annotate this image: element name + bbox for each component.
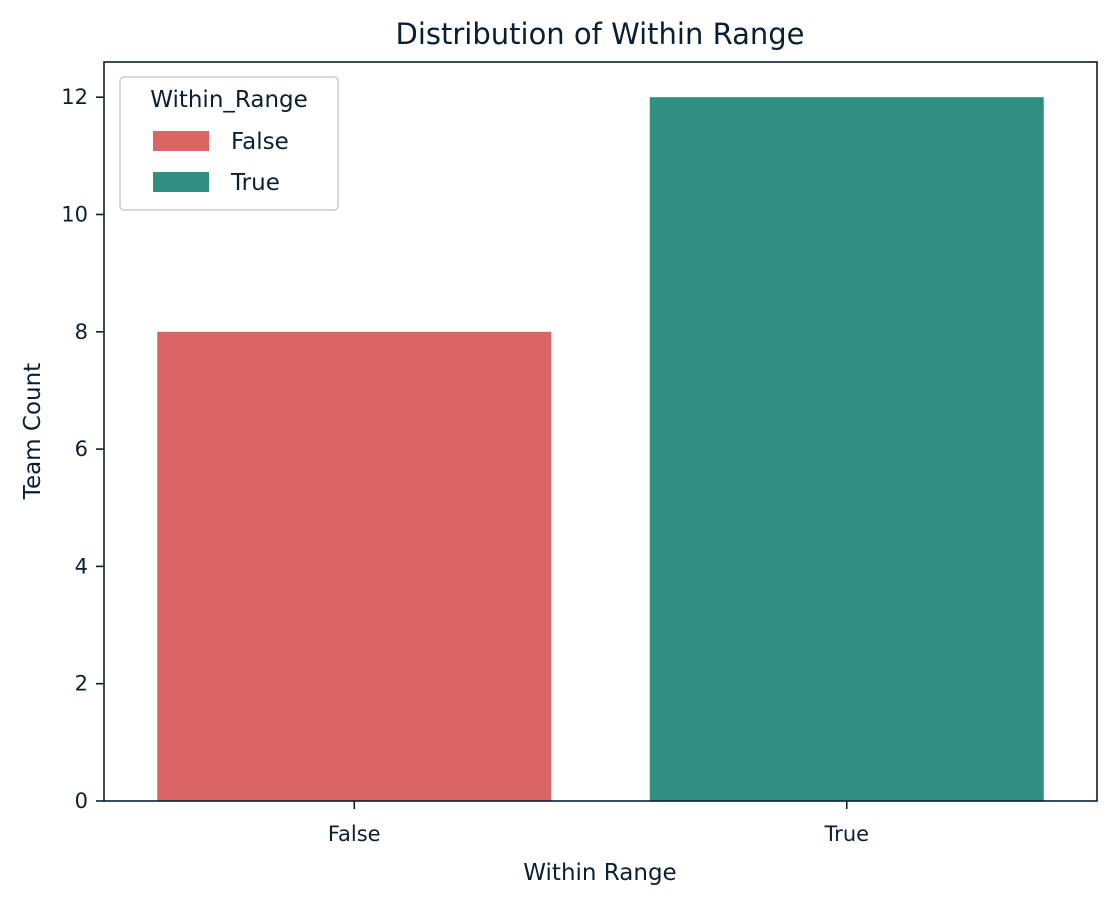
legend-label-false: False [231, 129, 289, 155]
chart-title: Distribution of Within Range [396, 17, 805, 51]
legend-swatch-false [153, 131, 209, 151]
y-tick-label: 0 [75, 789, 88, 813]
legend-label-true: True [230, 170, 280, 196]
legend-title: Within_Range [150, 87, 308, 113]
plot-frame [103, 61, 1098, 802]
y-ticks-group: 0 2 4 6 8 10 12 [61, 85, 104, 813]
legend: Within_Range False True [119, 76, 339, 211]
bars-group [157, 97, 1044, 801]
y-axis-label: Team Count [20, 363, 46, 500]
x-ticks-group: False True [328, 801, 869, 846]
x-tick-label: False [328, 822, 381, 846]
y-tick-label: 4 [75, 554, 88, 578]
y-tick-label: 6 [75, 437, 88, 461]
y-tick-label: 2 [75, 672, 88, 696]
y-tick-label: 10 [61, 202, 88, 226]
y-tick-label: 12 [61, 85, 88, 109]
y-tick-label: 8 [75, 320, 88, 344]
legend-swatch-true [153, 172, 209, 192]
x-tick-label: True [823, 822, 869, 846]
x-axis-label: Within Range [523, 860, 676, 886]
bar-false [157, 331, 552, 801]
bar-true [649, 97, 1044, 801]
